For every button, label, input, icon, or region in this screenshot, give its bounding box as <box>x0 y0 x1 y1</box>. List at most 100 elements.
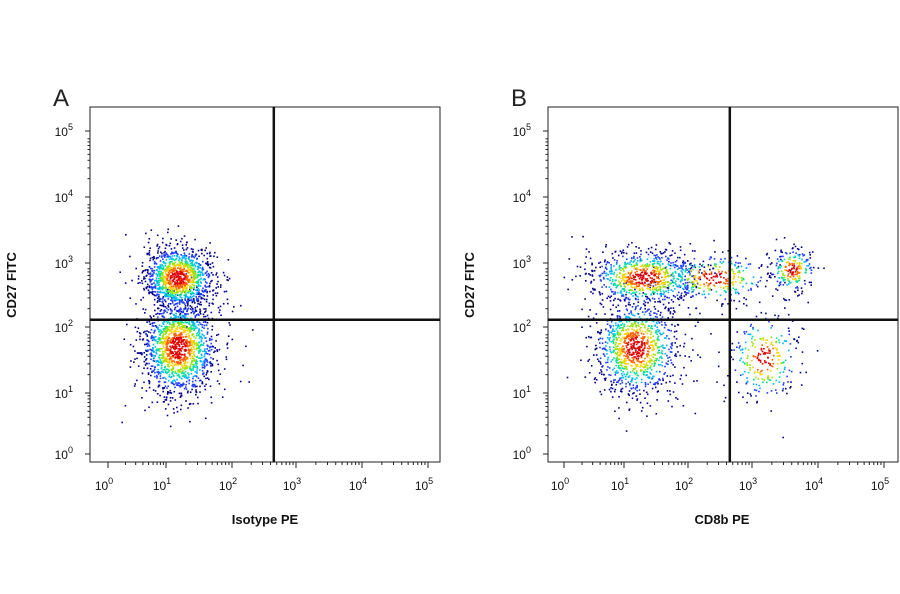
event-dot <box>165 287 168 289</box>
event-dot <box>183 283 185 286</box>
event-dot <box>653 298 656 300</box>
event-dot <box>164 399 166 401</box>
event-dot <box>626 279 629 282</box>
event-dot <box>605 328 607 331</box>
event-dot <box>710 289 713 291</box>
event-dot <box>640 323 643 325</box>
event-dot <box>181 364 183 367</box>
event-dot <box>615 345 617 348</box>
event-dot <box>783 237 786 239</box>
event-dot <box>757 281 759 283</box>
event-dot <box>173 262 176 265</box>
event-dot <box>205 324 208 326</box>
event-dot <box>632 295 634 297</box>
event-dot <box>163 260 165 263</box>
event-dot <box>668 302 670 304</box>
event-dot <box>179 314 182 317</box>
event-dot <box>165 371 168 374</box>
event-dot <box>178 376 181 378</box>
event-dot <box>174 272 176 275</box>
event-dot <box>182 279 184 281</box>
event-dot <box>161 364 163 366</box>
event-dot <box>216 283 218 285</box>
event-dot <box>673 275 675 277</box>
event-dot <box>626 276 628 279</box>
event-dot <box>184 307 187 309</box>
event-dot <box>761 369 763 372</box>
event-dot <box>595 354 598 356</box>
event-dot <box>611 359 614 361</box>
event-dot <box>158 255 161 257</box>
event-dot <box>154 346 157 348</box>
event-dot <box>123 338 126 340</box>
event-dot <box>172 331 174 333</box>
event-dot <box>228 277 231 280</box>
event-dot <box>151 350 153 352</box>
event-dot <box>147 241 150 244</box>
event-dot <box>644 304 646 307</box>
event-dot <box>609 348 611 351</box>
event-dot <box>183 290 185 293</box>
event-dot <box>163 311 165 314</box>
event-dot <box>658 329 661 332</box>
event-dot <box>714 285 716 288</box>
event-dot <box>216 349 218 351</box>
event-dot <box>584 268 586 271</box>
event-dot <box>189 286 191 288</box>
event-dot <box>184 329 186 331</box>
event-dot <box>180 394 183 397</box>
event-dot <box>590 365 593 367</box>
event-dot <box>175 352 177 354</box>
event-dot <box>620 358 623 361</box>
event-dot <box>155 273 157 275</box>
event-dot <box>199 281 202 283</box>
event-dot <box>194 342 196 345</box>
event-dot <box>158 357 161 359</box>
event-dot <box>170 392 173 394</box>
event-dot <box>607 278 609 280</box>
event-dot <box>684 269 687 272</box>
event-dot <box>186 361 189 364</box>
event-dot <box>788 264 790 267</box>
event-dot <box>183 270 185 273</box>
event-dot <box>666 354 668 357</box>
event-dot <box>165 279 168 282</box>
event-dot <box>191 310 194 313</box>
event-dot <box>724 290 727 293</box>
event-dot <box>148 340 150 343</box>
event-dot <box>603 373 605 376</box>
event-dot <box>162 352 164 354</box>
event-dot <box>612 340 615 343</box>
event-dot <box>654 325 657 327</box>
event-dot <box>647 285 650 288</box>
event-dot <box>707 284 709 287</box>
event-dot <box>649 347 651 349</box>
event-dot <box>671 323 673 326</box>
event-dot <box>191 360 193 362</box>
event-dot <box>782 436 784 439</box>
event-dot <box>152 348 155 350</box>
event-dot <box>787 258 790 261</box>
event-dot <box>600 331 602 333</box>
event-dot <box>625 355 627 358</box>
event-dot <box>183 268 186 270</box>
event-dot <box>668 329 670 332</box>
event-dot <box>649 372 651 374</box>
event-dot <box>183 355 186 357</box>
event-dot <box>720 258 722 261</box>
event-dot <box>779 282 781 284</box>
event-dot <box>178 256 180 258</box>
event-dot <box>614 297 616 300</box>
event-dot <box>603 355 606 357</box>
event-dot <box>631 289 634 292</box>
event-dot <box>193 311 196 313</box>
event-dot <box>147 373 150 375</box>
event-dot <box>779 264 781 266</box>
event-dot <box>190 361 193 363</box>
event-dot <box>189 355 191 357</box>
event-dot <box>623 361 626 364</box>
event-dot <box>186 262 189 264</box>
event-dot <box>647 336 649 338</box>
event-dot <box>696 280 698 282</box>
event-dot <box>649 289 652 291</box>
